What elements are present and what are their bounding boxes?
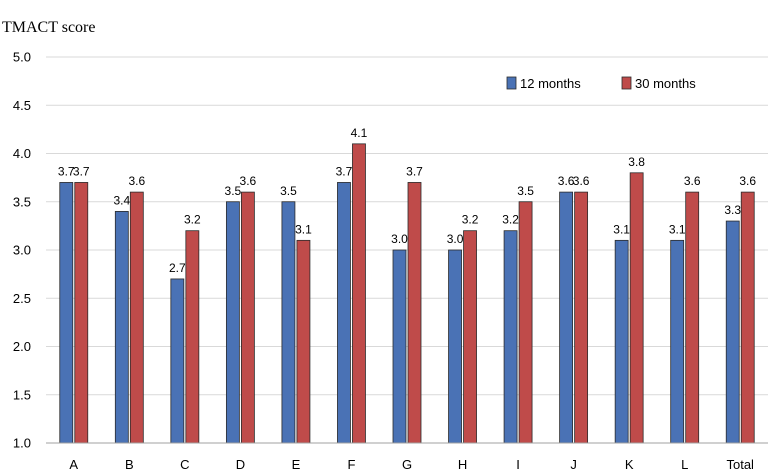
bar-12-months-F (337, 182, 351, 444)
y-tick-label: 3.0 (13, 243, 31, 258)
y-tick-labels: 1.0 1.5 2.0 2.5 3.0 3.5 4.0 4.5 5.0 (13, 50, 31, 451)
data-label: 3.7 (336, 164, 353, 178)
x-tick-labels: A B C D E F G H I J K L Total (69, 457, 754, 472)
data-label: 3.1 (295, 222, 312, 236)
data-label: 3.7 (73, 164, 90, 178)
bar-12-months-L (670, 239, 685, 444)
bar-12-months-J (559, 191, 574, 444)
x-tick-label: Total (726, 457, 754, 472)
bar-12-months-E (281, 201, 296, 444)
data-label: 3.3 (724, 203, 741, 217)
data-label: 3.1 (613, 222, 630, 236)
bar-12-months-K (614, 239, 629, 444)
data-label: 3.7 (406, 164, 423, 178)
bar-30-months-H (463, 230, 477, 444)
x-tick-label: L (681, 457, 688, 472)
legend-label: 30 months (635, 76, 696, 91)
data-label: 3.5 (280, 184, 297, 198)
legend: 12 months 30 months (506, 76, 696, 91)
bar-12-months-Total (725, 220, 740, 444)
legend-swatch-12-months (506, 76, 517, 90)
x-tick-label: J (570, 457, 577, 472)
data-label: 3.2 (502, 213, 519, 227)
data-label: 3.6 (558, 174, 575, 188)
bar-30-months-B (129, 191, 144, 444)
data-label: 3.8 (628, 155, 645, 169)
x-tick-label: G (402, 457, 412, 472)
y-tick-label: 1.0 (13, 436, 31, 451)
data-label: 3.5 (517, 184, 534, 198)
bar-30-months-J (574, 191, 589, 444)
data-label: 3.0 (391, 232, 408, 246)
bar-30-months-E (296, 239, 311, 444)
bar-30-months-A (74, 182, 89, 444)
data-label: 3.2 (462, 213, 479, 227)
gridlines (46, 56, 768, 396)
bar-12-months-D (225, 201, 240, 444)
bar-30-months-G (407, 182, 422, 444)
y-axis-title: TMACT score (2, 19, 95, 36)
data-label: 3.6 (240, 174, 257, 188)
y-tick-label: 3.5 (13, 194, 31, 209)
bar-12-months-A (59, 182, 74, 444)
data-label: 2.7 (169, 261, 186, 275)
y-tick-label: 4.0 (13, 146, 31, 161)
data-label: 3.6 (573, 174, 590, 188)
data-label: 3.6 (684, 174, 701, 188)
data-labels: 3.73.73.43.62.73.23.53.63.53.13.74.13.03… (58, 126, 756, 275)
y-tick-label: 5.0 (13, 50, 31, 65)
bar-30-months-D (240, 191, 255, 444)
bar-30-months-Total (740, 191, 755, 444)
data-label: 3.5 (225, 184, 242, 198)
bar-12-months-H (448, 249, 462, 444)
x-tick-label: A (69, 457, 78, 472)
bar-30-months-F (352, 143, 366, 444)
x-tick-label: B (125, 457, 134, 472)
x-tick-label: H (458, 457, 467, 472)
legend-swatch-30-months (621, 76, 632, 90)
bar-12-months-G (392, 249, 407, 444)
data-label: 3.6 (739, 174, 756, 188)
data-label: 3.4 (113, 193, 130, 207)
y-tick-label: 4.5 (13, 98, 31, 113)
data-label: 3.0 (447, 232, 464, 246)
y-tick-label: 1.5 (13, 387, 31, 402)
bar-12-months-I (503, 230, 518, 444)
data-label: 3.7 (58, 164, 75, 178)
bar-30-months-L (685, 191, 700, 444)
x-tick-label: D (236, 457, 245, 472)
bar-30-months-C (185, 230, 200, 444)
data-label: 3.6 (128, 174, 145, 188)
bar-30-months-I (518, 201, 533, 444)
data-label: 3.2 (184, 213, 201, 227)
x-tick-label: C (180, 457, 189, 472)
y-tick-label: 2.0 (13, 339, 31, 354)
x-tick-label: K (625, 457, 634, 472)
bar-12-months-C (170, 278, 185, 444)
bar-30-months-K (629, 172, 644, 444)
data-label: 4.1 (351, 126, 368, 140)
x-tick-label: E (292, 457, 301, 472)
x-tick-label: F (347, 457, 355, 472)
bar-12-months-B (114, 210, 129, 444)
y-tick-label: 2.5 (13, 291, 31, 306)
x-tick-label: I (516, 457, 520, 472)
legend-label: 12 months (520, 76, 581, 91)
bars (59, 143, 755, 444)
data-label: 3.1 (669, 222, 686, 236)
